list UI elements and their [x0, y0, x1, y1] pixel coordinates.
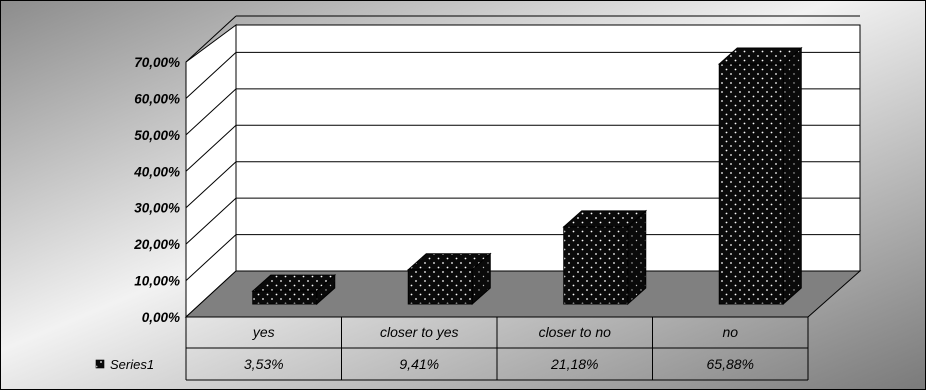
- gridline-side: [185, 52, 237, 99]
- bar-front: [407, 269, 473, 305]
- bar-front: [252, 290, 318, 305]
- gridline-side: [185, 197, 237, 245]
- legend-label: Series1: [110, 357, 154, 372]
- value-label: 3,53%: [244, 356, 284, 372]
- gridline-side: [185, 124, 237, 172]
- legend-key: [95, 359, 105, 369]
- bar-front: [563, 226, 629, 305]
- bars: [251, 46, 803, 306]
- gridline-side: [185, 88, 237, 136]
- y-axis-tick-labels: 0,00% 10,00% 20,00% 30,00% 40,00% 50,00% 60,00…: [133, 55, 180, 325]
- plot-area: 0,00% 10,00% 20,00% 30,00% 40,00% 50,00% 60,00…: [133, 15, 862, 325]
- data-table: Series1 yes 3,53% closer to yes 9,41% closer…: [95, 316, 809, 381]
- y-tick-label: 30,00%: [134, 201, 180, 216]
- y-tick-label: 0,00%: [142, 310, 180, 325]
- y-tick-label: 20,00%: [133, 237, 180, 252]
- value-label: 9,41%: [399, 356, 439, 372]
- category-label: closer to yes: [380, 324, 459, 340]
- value-label: 21,18%: [550, 356, 598, 372]
- y-tick-label: 60,00%: [134, 91, 180, 106]
- bar-closer-to-no: [562, 209, 648, 306]
- value-label: 65,88%: [707, 356, 754, 372]
- y-tick-label: 50,00%: [134, 128, 180, 143]
- category-label: no: [722, 324, 738, 340]
- bar-closer-to-yes: [406, 252, 492, 306]
- bar-no: [717, 46, 803, 306]
- bar-yes: [251, 274, 337, 306]
- gridline-side: [185, 161, 237, 209]
- bar-side: [782, 46, 802, 306]
- category-label: yes: [252, 324, 275, 340]
- y-tick-label: 40,00%: [133, 164, 180, 179]
- table-cells: yes 3,53% closer to yes 9,41% closer to no 21…: [185, 317, 809, 380]
- y-tick-label: 10,00%: [134, 274, 180, 289]
- gridline-side: [185, 15, 237, 63]
- category-label: closer to no: [539, 324, 612, 340]
- y-tick-label: 70,00%: [134, 55, 180, 70]
- gridline-side: [185, 234, 237, 281]
- bar-front: [718, 63, 784, 305]
